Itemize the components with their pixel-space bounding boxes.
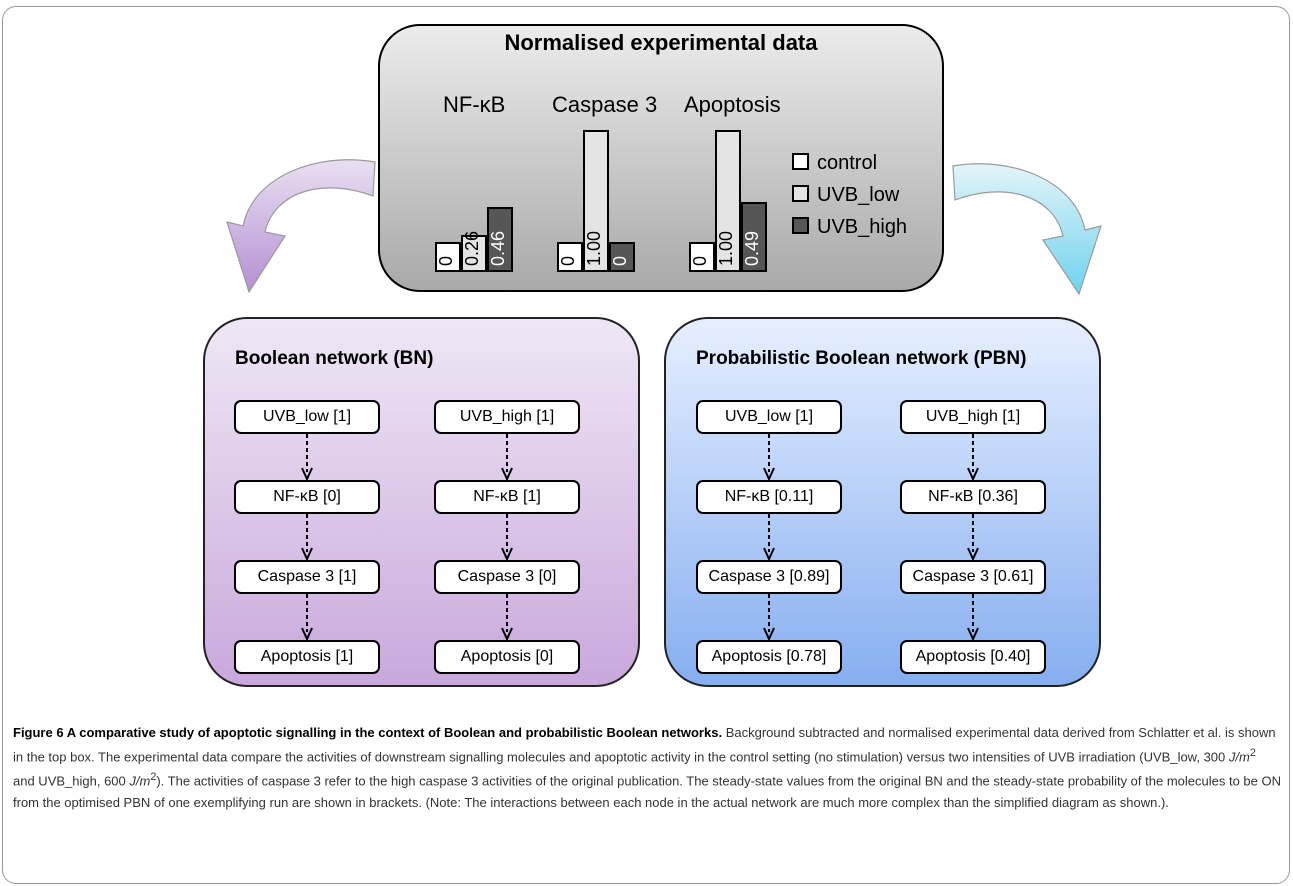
bar-control-1: 0 xyxy=(557,242,583,272)
bar-value-label: 0.26 xyxy=(462,230,482,266)
dashed-arrow xyxy=(301,594,313,640)
swatch-uvb-high xyxy=(792,217,809,234)
column-label-caspase3: Caspase 3 xyxy=(552,92,658,117)
bn-high-node-1: UVB_high [1] xyxy=(434,400,580,434)
swatch-control xyxy=(792,153,809,170)
bar-uvb-low-1: 1.00 xyxy=(583,130,609,272)
pbn-low-node-2: NF-κB [0.11] xyxy=(696,480,842,514)
bn-title: Boolean network (BN) xyxy=(235,348,434,369)
dashed-arrow xyxy=(501,594,513,640)
legend-uvb-low: UVB_low xyxy=(792,184,899,207)
bar-value-label: 0 xyxy=(690,255,710,266)
bar-value-label: 1.00 xyxy=(584,230,604,266)
pbn-high-node-3: Caspase 3 [0.61] xyxy=(900,560,1046,594)
pbn-high-node-2: NF-κB [0.36] xyxy=(900,480,1046,514)
dashed-arrow xyxy=(967,434,979,480)
legend-control: control xyxy=(792,152,877,175)
pbn-title: Probabilistic Boolean network (PBN) xyxy=(696,348,1027,369)
dashed-arrow xyxy=(301,514,313,560)
bar-value-label: 0.49 xyxy=(742,230,762,266)
bar-uvb-low-0: 0.26 xyxy=(461,231,487,272)
pbn-low-node-3: Caspase 3 [0.89] xyxy=(696,560,842,594)
pbn-low-node-1: UVB_low [1] xyxy=(696,400,842,434)
column-label-apoptosis: Apoptosis xyxy=(684,92,781,117)
bar-control-0: 0 xyxy=(435,242,461,272)
bn-low-node-3: Caspase 3 [1] xyxy=(234,560,380,594)
dashed-arrow xyxy=(501,514,513,560)
bn-high-node-2: NF-κB [1] xyxy=(434,480,580,514)
dashed-arrow xyxy=(763,594,775,640)
panel-title: Normalised experimental data xyxy=(504,30,818,55)
bn-low-node-2: NF-κB [0] xyxy=(234,480,380,514)
bar-uvb-high-1: 0 xyxy=(609,242,635,272)
dashed-arrow xyxy=(967,514,979,560)
bn-high-node-3: Caspase 3 [0] xyxy=(434,560,580,594)
bn-low-node-4: Apoptosis [1] xyxy=(234,640,380,674)
left-curved-arrow xyxy=(226,159,376,294)
dashed-arrow xyxy=(763,514,775,560)
pbn-high-node-1: UVB_high [1] xyxy=(900,400,1046,434)
bar-uvb-high-2: 0.49 xyxy=(741,202,767,272)
pbn-low-node-4: Apoptosis [0.78] xyxy=(696,640,842,674)
bar-uvb-low-2: 1.00 xyxy=(715,130,741,272)
bar-value-label: 0.46 xyxy=(488,230,508,266)
pbn-high-node-4: Apoptosis [0.40] xyxy=(900,640,1046,674)
figure-frame xyxy=(2,6,1290,884)
bn-low-node-1: UVB_low [1] xyxy=(234,400,380,434)
bar-value-label: 1.00 xyxy=(716,230,736,266)
dashed-arrow xyxy=(501,434,513,480)
bn-high-node-4: Apoptosis [0] xyxy=(434,640,580,674)
column-label-nfkb: NF-κB xyxy=(443,92,506,117)
dashed-arrow xyxy=(301,434,313,480)
bar-value-label: 0 xyxy=(436,255,456,266)
right-curved-arrow xyxy=(952,163,1102,296)
caption-title: Figure 6 A comparative study of apoptoti… xyxy=(13,725,723,740)
dashed-arrow xyxy=(763,434,775,480)
swatch-uvb-low xyxy=(792,185,809,202)
bar-value-label: 0 xyxy=(610,255,630,266)
dashed-arrow xyxy=(967,594,979,640)
bar-value-label: 0 xyxy=(558,255,578,266)
legend-uvb-high: UVB_high xyxy=(792,216,907,239)
figure-caption: Figure 6 A comparative study of apoptoti… xyxy=(13,725,1281,810)
bar-control-2: 0 xyxy=(689,242,715,272)
bar-uvb-high-0: 0.46 xyxy=(487,206,513,272)
